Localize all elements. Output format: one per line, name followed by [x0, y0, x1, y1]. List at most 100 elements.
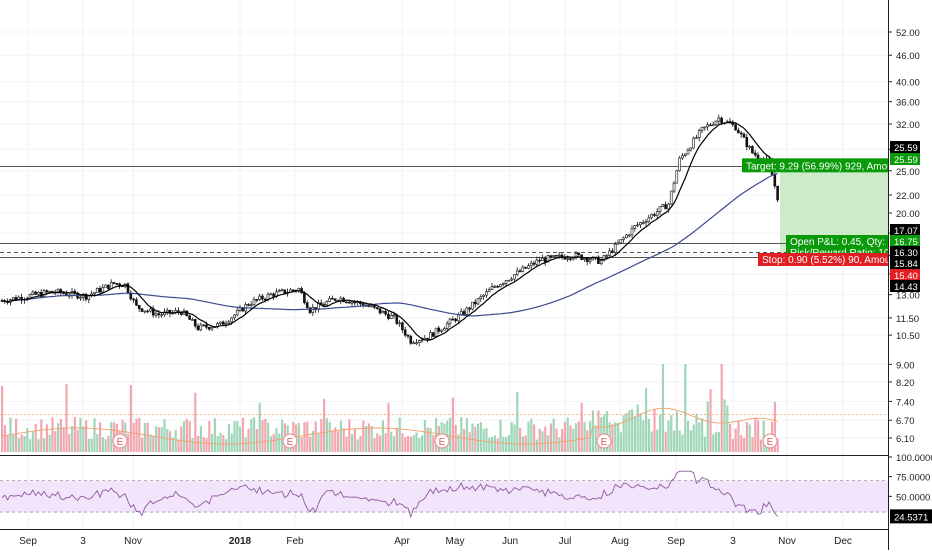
volume-bar: [101, 437, 104, 452]
candle-body: [135, 299, 138, 306]
volume-bar: [395, 427, 398, 452]
candle-body: [409, 335, 413, 344]
volume-bar: [594, 425, 597, 452]
candle-body: [521, 266, 525, 272]
candle-body: [381, 310, 385, 314]
volume-bar: [692, 424, 695, 452]
volume-bar: [311, 430, 314, 452]
candle-body: [221, 321, 225, 325]
volume-bar: [79, 417, 82, 452]
volume-bar: [516, 391, 519, 452]
candle-body: [706, 124, 709, 128]
candle-body: [633, 225, 637, 229]
candle-body: [165, 309, 169, 313]
volume-bar: [762, 420, 765, 452]
axis-tick-label: 6.10: [896, 434, 915, 445]
candle-body: [431, 332, 435, 337]
volume-bar: [398, 417, 401, 452]
candle-body: [84, 293, 88, 300]
volume-bar: [219, 432, 222, 452]
volume-bar: [211, 434, 214, 452]
volume-bar: [222, 434, 225, 452]
volume-bar: [558, 437, 561, 452]
candle-body: [249, 304, 253, 307]
volume-bar: [687, 420, 690, 452]
candle-body: [496, 286, 499, 288]
earnings-label: E: [117, 437, 124, 448]
volume-bar: [6, 435, 9, 452]
candle-body: [210, 327, 214, 330]
price-marker-label: 16.75: [894, 237, 918, 248]
volume-bar: [664, 431, 667, 452]
candle-body: [672, 182, 676, 192]
candle-body: [31, 291, 35, 295]
volume-bar: [465, 417, 468, 452]
volume-bar: [323, 398, 326, 452]
candle-body: [476, 298, 480, 305]
candle-body: [681, 155, 684, 159]
volume-bar: [460, 417, 463, 452]
candle-body: [566, 258, 569, 260]
candle-body: [650, 214, 653, 219]
candle-body: [48, 290, 51, 293]
candle-body: [311, 307, 315, 313]
candle-body: [605, 255, 609, 257]
volume-bar: [535, 439, 538, 452]
volume-bar: [457, 434, 460, 452]
candle-body: [552, 255, 555, 257]
candle-body: [42, 290, 46, 297]
volume-bar: [499, 419, 502, 452]
candle-body: [272, 293, 275, 297]
candle-body: [549, 255, 553, 258]
volume-bar: [239, 426, 242, 452]
volume-bar: [225, 439, 228, 452]
candle-body: [588, 259, 592, 262]
candle-body: [345, 301, 348, 304]
rsi-axis-tick-label: 75.0000: [896, 473, 930, 484]
candle-body: [613, 243, 617, 253]
candle-body: [59, 289, 63, 294]
candle-body: [532, 262, 536, 265]
volume-bar: [421, 435, 424, 452]
volume-bar: [485, 427, 488, 452]
candle-body: [739, 132, 743, 135]
candle-body: [266, 293, 270, 300]
time-axis-label: Jul: [559, 536, 572, 547]
volume-bar: [423, 420, 426, 452]
candle-body: [406, 334, 410, 337]
candle-body: [199, 324, 203, 331]
candle-body: [737, 129, 740, 134]
volume-bar: [488, 437, 491, 452]
axis-tick-label: 25.00: [896, 167, 920, 178]
volume-bars: [0, 364, 888, 452]
candle-body: [546, 255, 550, 263]
volume-bar: [580, 402, 583, 452]
volume-bar: [351, 434, 354, 452]
volume-bar: [71, 426, 74, 452]
volume-bar: [264, 418, 267, 452]
volume-bar: [320, 418, 323, 452]
volume-bar: [166, 428, 169, 452]
candle-body: [711, 124, 715, 127]
volume-bar: [734, 428, 737, 452]
volume-bar: [141, 437, 144, 452]
price-marker-label: 25.59: [894, 155, 918, 166]
volume-bar: [365, 426, 368, 452]
rsi-last-label: 24.5371: [894, 512, 928, 523]
time-axis-label: Sep: [19, 536, 37, 547]
candle-body: [375, 307, 379, 309]
volume-bar: [527, 421, 530, 452]
candle-body: [487, 289, 491, 292]
candle-body: [602, 255, 606, 262]
volume-bar: [362, 420, 365, 452]
candle-body: [339, 297, 343, 301]
volume-bar: [633, 416, 636, 452]
volume-bar: [325, 418, 328, 452]
volume-bar: [611, 424, 614, 452]
volume-bar: [199, 425, 202, 452]
volume-bar: [43, 438, 46, 452]
candle-body: [776, 185, 779, 201]
candle-body: [669, 190, 673, 205]
volume-bar: [773, 401, 776, 452]
